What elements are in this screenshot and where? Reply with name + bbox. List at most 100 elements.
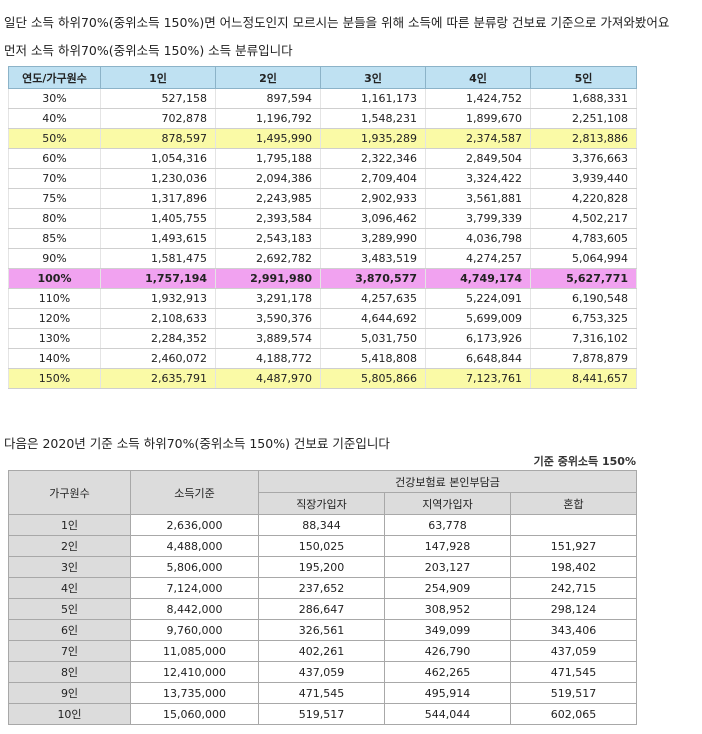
table-cell: 326,561 <box>258 619 385 641</box>
header-row: 연도/가구원수 1인 2인 3인 4인 5인 <box>8 66 637 89</box>
table-row: 140% 2,460,072 4,188,772 5,418,808 6,648,844… <box>8 348 637 369</box>
table-cell: 1,932,913 <box>100 288 216 309</box>
table-cell: 4,188,772 <box>215 348 321 369</box>
table-cell: 2,243,985 <box>215 188 321 209</box>
table-row: 9인 13,735,000 471,545 495,914 519,517 <box>8 682 637 704</box>
table-cell: 4,487,970 <box>215 368 321 389</box>
table-cell: 1,493,615 <box>100 228 216 249</box>
section-text: 다음은 2020년 기준 소득 하위70%(중위소득 150%) 건보료 기준입… <box>4 436 390 451</box>
table-row: 75% 1,317,896 2,243,985 2,902,933 3,561,881 4… <box>8 188 637 209</box>
table-cell: 495,914 <box>384 682 511 704</box>
table-cell: 7,316,102 <box>530 328 637 349</box>
table-cell: 6인 <box>8 619 131 641</box>
table-cell: 3,376,663 <box>530 148 637 169</box>
table-cell: 6,648,844 <box>425 348 531 369</box>
header-row: 가구원수 소득기준 건강보험료 본인부담금 <box>8 470 637 515</box>
table-cell: 2,094,386 <box>215 168 321 189</box>
table-cell: 90% <box>8 248 101 269</box>
table-row: 2인 4,488,000 150,025 147,928 151,927 <box>8 535 637 557</box>
table-row: 120% 2,108,633 3,590,376 4,644,692 5,699,009… <box>8 308 637 329</box>
table-cell: 878,597 <box>100 128 216 149</box>
table-cell: 151,927 <box>510 535 637 557</box>
table-cell: 70% <box>8 168 101 189</box>
table-cell: 254,909 <box>384 577 511 599</box>
table-cell: 437,059 <box>258 661 385 683</box>
table-cell: 3,483,519 <box>320 248 426 269</box>
header-cell: 건강보험료 본인부담금 <box>258 470 637 493</box>
header-cell: 연도/가구원수 <box>8 66 101 89</box>
table-cell: 1,317,896 <box>100 188 216 209</box>
table-row: 4인 7,124,000 237,652 254,909 242,715 <box>8 577 637 599</box>
table-cell: 5인 <box>8 598 131 620</box>
table-cell: 286,647 <box>258 598 385 620</box>
table-cell: 5,806,000 <box>130 556 259 578</box>
table-cell: 2,902,933 <box>320 188 426 209</box>
table-cell: 544,044 <box>384 703 511 725</box>
table-cell: 8,441,657 <box>530 368 637 389</box>
table-cell: 1,196,792 <box>215 108 321 129</box>
table-cell: 462,265 <box>384 661 511 683</box>
table-cell: 3,561,881 <box>425 188 531 209</box>
table-cell <box>510 514 637 536</box>
table-cell: 242,715 <box>510 577 637 599</box>
header-cell: 4인 <box>425 66 531 89</box>
table-row: 110% 1,932,913 3,291,178 4,257,635 5,224,091… <box>8 288 637 309</box>
table-cell: 203,127 <box>384 556 511 578</box>
table-cell: 1,054,316 <box>100 148 216 169</box>
table-row: 130% 2,284,352 3,889,574 5,031,750 6,173,926… <box>8 328 637 349</box>
table-cell: 4,036,798 <box>425 228 531 249</box>
table-cell: 519,517 <box>510 682 637 704</box>
table-cell: 1,935,289 <box>320 128 426 149</box>
table-cell: 1,757,194 <box>100 268 216 289</box>
table-cell: 8,442,000 <box>130 598 259 620</box>
table-cell: 195,200 <box>258 556 385 578</box>
table-cell: 40% <box>8 108 101 129</box>
table-cell: 4,644,692 <box>320 308 426 329</box>
table-note: 기준 중위소득 150% <box>533 455 636 468</box>
table-cell: 100% <box>8 268 101 289</box>
table-cell: 3,889,574 <box>215 328 321 349</box>
table-row: 40% 702,878 1,196,792 1,548,231 1,899,670 2,2… <box>8 108 637 129</box>
table-cell: 2,460,072 <box>100 348 216 369</box>
table-row: 85% 1,493,615 2,543,183 3,289,990 4,036,798 4… <box>8 228 637 249</box>
table-cell: 2,692,782 <box>215 248 321 269</box>
table-cell: 8인 <box>8 661 131 683</box>
table-cell: 4,257,635 <box>320 288 426 309</box>
table-cell: 308,952 <box>384 598 511 620</box>
table-cell: 10인 <box>8 703 131 725</box>
table-cell: 30% <box>8 88 101 109</box>
header-cell: 혼합 <box>510 492 637 515</box>
table-cell: 2,543,183 <box>215 228 321 249</box>
table-cell: 5,064,994 <box>530 248 637 269</box>
table-cell: 3인 <box>8 556 131 578</box>
premium-table: 가구원수 소득기준 건강보험료 본인부담금 직장가입자 지역가입자 혼합 1인 2,636,0… <box>8 470 637 725</box>
table-cell: 3,096,462 <box>320 208 426 229</box>
table-cell: 1,795,188 <box>215 148 321 169</box>
table-cell: 6,753,325 <box>530 308 637 329</box>
table-cell: 5,224,091 <box>425 288 531 309</box>
table-cell: 5,699,009 <box>425 308 531 329</box>
table-cell: 3,590,376 <box>215 308 321 329</box>
table-cell: 60% <box>8 148 101 169</box>
table-cell: 471,545 <box>258 682 385 704</box>
table-cell: 527,158 <box>100 88 216 109</box>
table-cell: 50% <box>8 128 101 149</box>
table-cell: 2,251,108 <box>530 108 637 129</box>
table-cell: 4,488,000 <box>130 535 259 557</box>
table-row: 5인 8,442,000 286,647 308,952 298,124 <box>8 598 637 620</box>
table-cell: 6,190,548 <box>530 288 637 309</box>
table-cell: 1,424,752 <box>425 88 531 109</box>
table-cell: 2,322,346 <box>320 148 426 169</box>
table-cell: 1,495,990 <box>215 128 321 149</box>
table-cell: 85% <box>8 228 101 249</box>
header-cell: 1인 <box>100 66 216 89</box>
table-cell: 1인 <box>8 514 131 536</box>
table-cell: 1,161,173 <box>320 88 426 109</box>
table-cell: 3,324,422 <box>425 168 531 189</box>
table-cell: 471,545 <box>510 661 637 683</box>
table-cell: 198,402 <box>510 556 637 578</box>
table-cell: 13,735,000 <box>130 682 259 704</box>
table-cell: 15,060,000 <box>130 703 259 725</box>
table-cell: 1,405,755 <box>100 208 216 229</box>
